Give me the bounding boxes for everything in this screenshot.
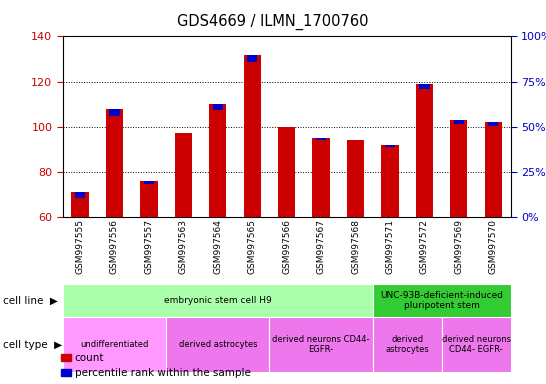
Text: GSM997557: GSM997557 <box>144 219 153 274</box>
Text: GSM997572: GSM997572 <box>420 219 429 274</box>
Bar <box>488 122 498 126</box>
Bar <box>450 120 467 217</box>
Bar <box>209 104 227 217</box>
Text: UNC-93B-deficient-induced
pluripotent stem: UNC-93B-deficient-induced pluripotent st… <box>380 291 503 310</box>
Text: GSM997556: GSM997556 <box>110 219 119 274</box>
Bar <box>485 122 502 217</box>
Text: derived neurons
CD44- EGFR-: derived neurons CD44- EGFR- <box>442 335 511 354</box>
Bar <box>106 109 123 217</box>
Bar <box>166 317 269 372</box>
Bar <box>75 192 85 197</box>
Bar <box>63 317 166 372</box>
Text: GSM997563: GSM997563 <box>179 219 188 274</box>
Bar <box>278 127 295 217</box>
Bar <box>312 138 330 217</box>
Text: GSM997555: GSM997555 <box>75 219 85 274</box>
Bar <box>454 120 464 124</box>
Text: GSM997570: GSM997570 <box>489 219 498 274</box>
Bar <box>381 145 399 217</box>
Text: GDS4669 / ILMN_1700760: GDS4669 / ILMN_1700760 <box>177 13 369 30</box>
Legend: count, percentile rank within the sample: count, percentile rank within the sample <box>57 349 255 382</box>
Bar <box>175 134 192 217</box>
Bar <box>63 284 373 317</box>
Bar <box>373 284 511 317</box>
Text: cell line  ▶: cell line ▶ <box>3 295 58 306</box>
Bar <box>140 181 157 217</box>
Bar <box>347 140 364 217</box>
Text: derived
astrocytes: derived astrocytes <box>385 335 429 354</box>
Bar <box>212 104 223 109</box>
Text: cell type  ▶: cell type ▶ <box>3 339 62 350</box>
Text: derived neurons CD44-
EGFR-: derived neurons CD44- EGFR- <box>272 335 370 354</box>
Text: derived astrocytes: derived astrocytes <box>179 340 257 349</box>
Bar <box>109 109 120 116</box>
Bar <box>316 138 327 140</box>
Text: GSM997564: GSM997564 <box>213 219 222 274</box>
Text: embryonic stem cell H9: embryonic stem cell H9 <box>164 296 272 305</box>
Bar <box>385 145 395 147</box>
Text: undifferentiated: undifferentiated <box>80 340 149 349</box>
Text: GSM997569: GSM997569 <box>454 219 464 274</box>
Text: GSM997571: GSM997571 <box>385 219 394 274</box>
Text: GSM997568: GSM997568 <box>351 219 360 274</box>
Bar <box>247 55 257 62</box>
Bar <box>419 84 430 89</box>
Bar <box>416 84 433 217</box>
Bar <box>72 192 88 217</box>
Text: GSM997565: GSM997565 <box>248 219 257 274</box>
Text: GSM997567: GSM997567 <box>317 219 325 274</box>
Bar <box>373 317 442 372</box>
Bar <box>144 181 154 184</box>
Bar <box>244 55 261 217</box>
Bar <box>269 317 373 372</box>
Bar <box>442 317 511 372</box>
Text: GSM997566: GSM997566 <box>282 219 291 274</box>
